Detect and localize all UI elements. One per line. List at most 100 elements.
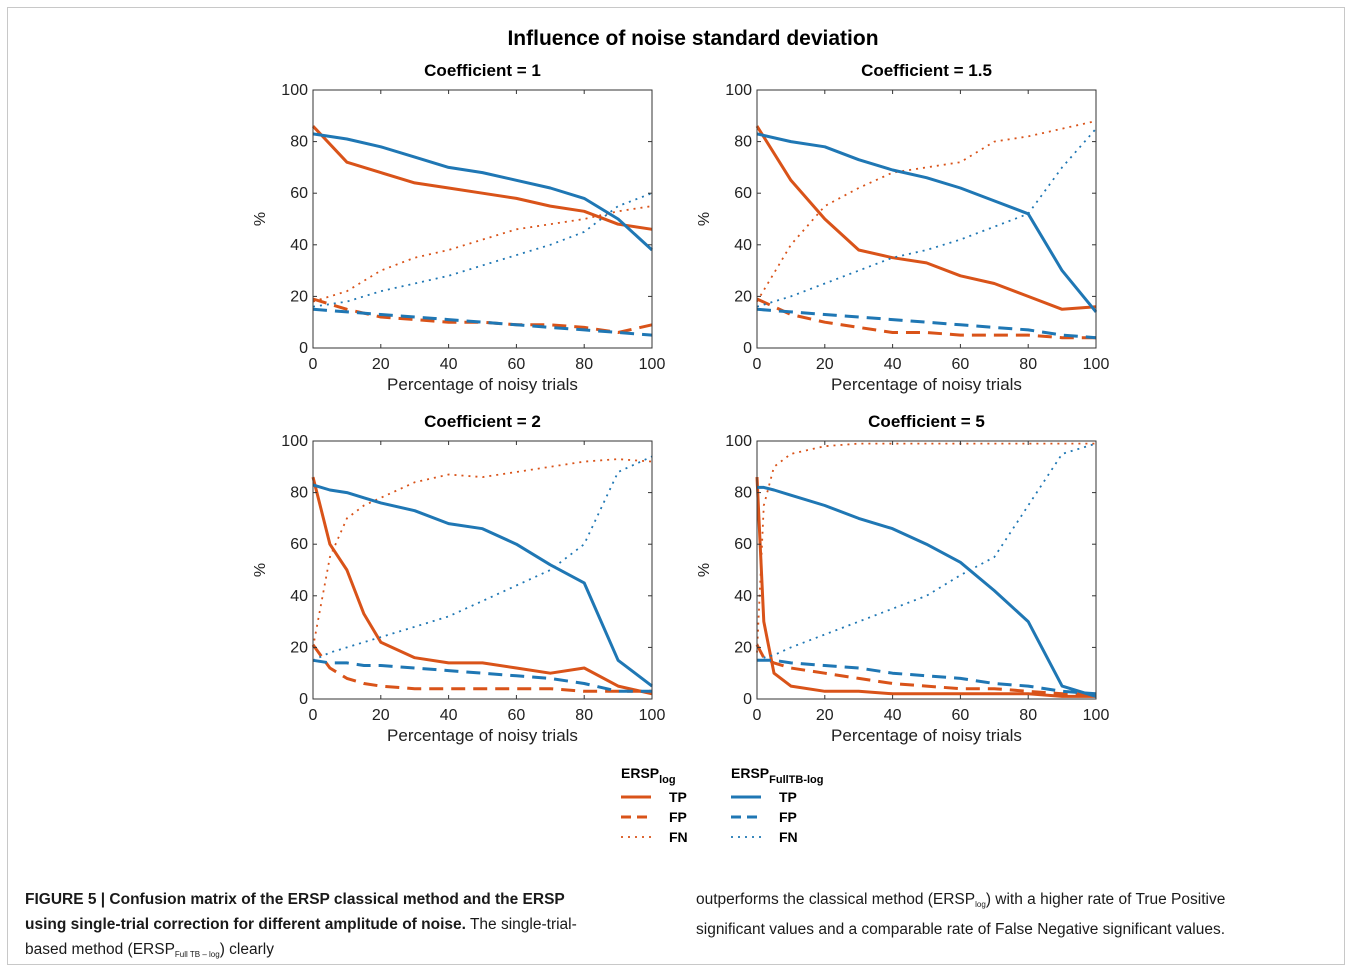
x-tick-label: 100 [639,356,666,373]
y-tick-label: 100 [281,82,308,99]
x-tick-label: 60 [508,356,526,373]
x-tick-label: 80 [575,356,593,373]
x-axis-label: Percentage of noisy trials [831,726,1022,745]
series-group [755,442,1097,698]
x-tick-label: 0 [309,356,318,373]
series-line-FullTB-log-tp [312,132,654,252]
chart-panel-3: Coefficient = 2 0 20 40 60 80 100 0 20 40 60 80 100 P… [252,412,665,745]
caption-right-text-2: ) with a higher rate of True Positive si… [696,891,1226,938]
series-group [755,120,1098,340]
y-tick-label: 60 [290,185,308,202]
x-tick-label: 100 [639,707,666,724]
chart-title: Coefficient = 5 [868,412,985,431]
x-tick-label: 80 [1019,356,1037,373]
legend-entry-label: FN [779,829,798,845]
series-line-FullTB-log-fp [756,307,1097,340]
x-tick-label: 20 [372,356,390,373]
legend-entry-label: FN [669,829,688,845]
legend-group-2: ERSPFullTB-log TP FP FN [731,765,824,845]
y-tick-label: 60 [734,185,752,202]
legend-heading: ERSPlog [621,765,676,786]
axes-box [756,89,1097,349]
caption-right: outperforms the classical method (ERSPlo… [696,887,1296,942]
series-line-FullTB-log-fn [756,442,1097,662]
x-tick-label: 40 [884,707,902,724]
y-tick-label: 0 [299,340,308,357]
legend-heading-base: ERSP [621,765,659,781]
x-tick-label: 40 [440,707,458,724]
series-line-log-fp [756,297,1096,340]
x-tick-label: 20 [372,707,390,724]
y-tick-label: 80 [734,485,752,502]
caption-right-text-1: outperforms the classical method (ERSP [696,891,976,908]
series-line-FullTB-log-fn [312,192,653,308]
y-tick-label: 40 [734,237,752,254]
x-tick-label: 20 [816,356,834,373]
y-tick-label: 0 [743,340,752,357]
x-tick-label: 40 [440,356,458,373]
chart-title: Coefficient = 2 [424,412,541,431]
caption-left-subscript: Full TB – log [174,950,220,959]
y-tick-label: 80 [290,134,308,151]
figure-frame [7,7,1345,965]
chart-panel-2: Coefficient = 1.5 0 20 40 60 80 100 0 20 40 60 80 10… [696,61,1109,394]
x-tick-label: 80 [575,707,593,724]
y-tick-label: 60 [734,536,752,553]
series-line-FullTB-log-fp [757,658,1097,696]
series-line-log-tp [311,476,653,696]
series-group [311,455,653,696]
series-line-FullTB-log-tp [312,483,653,688]
y-tick-label: 20 [734,639,752,656]
y-tick-label: 40 [734,588,752,605]
series-line-FullTB-log-fp [312,307,653,337]
axes-box [756,440,1097,700]
series-line-log-fp [311,643,652,693]
figure-canvas: Influence of noise standard deviation Co… [252,27,1109,845]
legend-entry-label: TP [669,789,687,805]
y-tick-label: 80 [290,485,308,502]
series-line-log-fn [312,458,653,648]
x-axis-label: Percentage of noisy trials [387,375,578,394]
series-line-log-fp [312,297,653,334]
y-tick-label: 0 [743,691,752,708]
x-tick-label: 60 [952,707,970,724]
y-axis-label: % [696,212,713,226]
series-line-log-fp [755,644,1096,696]
y-axis-label: % [252,563,269,577]
series-line-log-fn [312,205,653,303]
caption-left-text-1: The single-trial-based method (ERSP [25,916,577,958]
series-line-log-tp [755,477,1096,698]
series-line-log-fn [756,442,1096,653]
x-tick-label: 0 [753,707,762,724]
caption-right-subscript: log [975,900,986,909]
x-tick-label: 60 [508,707,526,724]
x-axis-label: Percentage of noisy trials [831,375,1022,394]
chart-title: Coefficient = 1 [424,61,541,80]
legend-heading: ERSPFullTB-log [731,765,824,786]
legend-heading-sub: FullTB-log [769,774,823,786]
caption-label: FIGURE 5 | Confusion matrix of the ERSP … [25,891,565,933]
x-axis-label: Percentage of noisy trials [387,726,578,745]
axes-box [312,89,653,349]
y-tick-label: 60 [290,536,308,553]
series-line-FullTB-log-fn [312,455,653,662]
legend-heading-sub: log [659,774,676,786]
y-tick-label: 100 [725,433,752,450]
y-tick-label: 100 [281,433,308,450]
series-line-FullTB-log-fn [756,128,1097,308]
y-tick-label: 100 [725,82,752,99]
y-tick-label: 40 [290,237,308,254]
x-tick-label: 20 [816,707,834,724]
y-axis-label: % [696,563,713,577]
caption-left-text-2: ) clearly [219,941,274,958]
x-tick-label: 60 [952,356,970,373]
x-tick-label: 80 [1019,707,1037,724]
x-tick-label: 0 [309,707,318,724]
chart-panel-4: Coefficient = 5 0 20 40 60 80 100 0 20 40 60 80 100 P… [696,412,1109,745]
series-line-log-tp [755,125,1097,311]
y-tick-label: 80 [734,134,752,151]
series-line-FullTB-log-fp [312,658,652,693]
legend-heading-base: ERSP [731,765,769,781]
y-tick-label: 20 [290,639,308,656]
series-line-FullTB-log-tp [756,132,1098,313]
